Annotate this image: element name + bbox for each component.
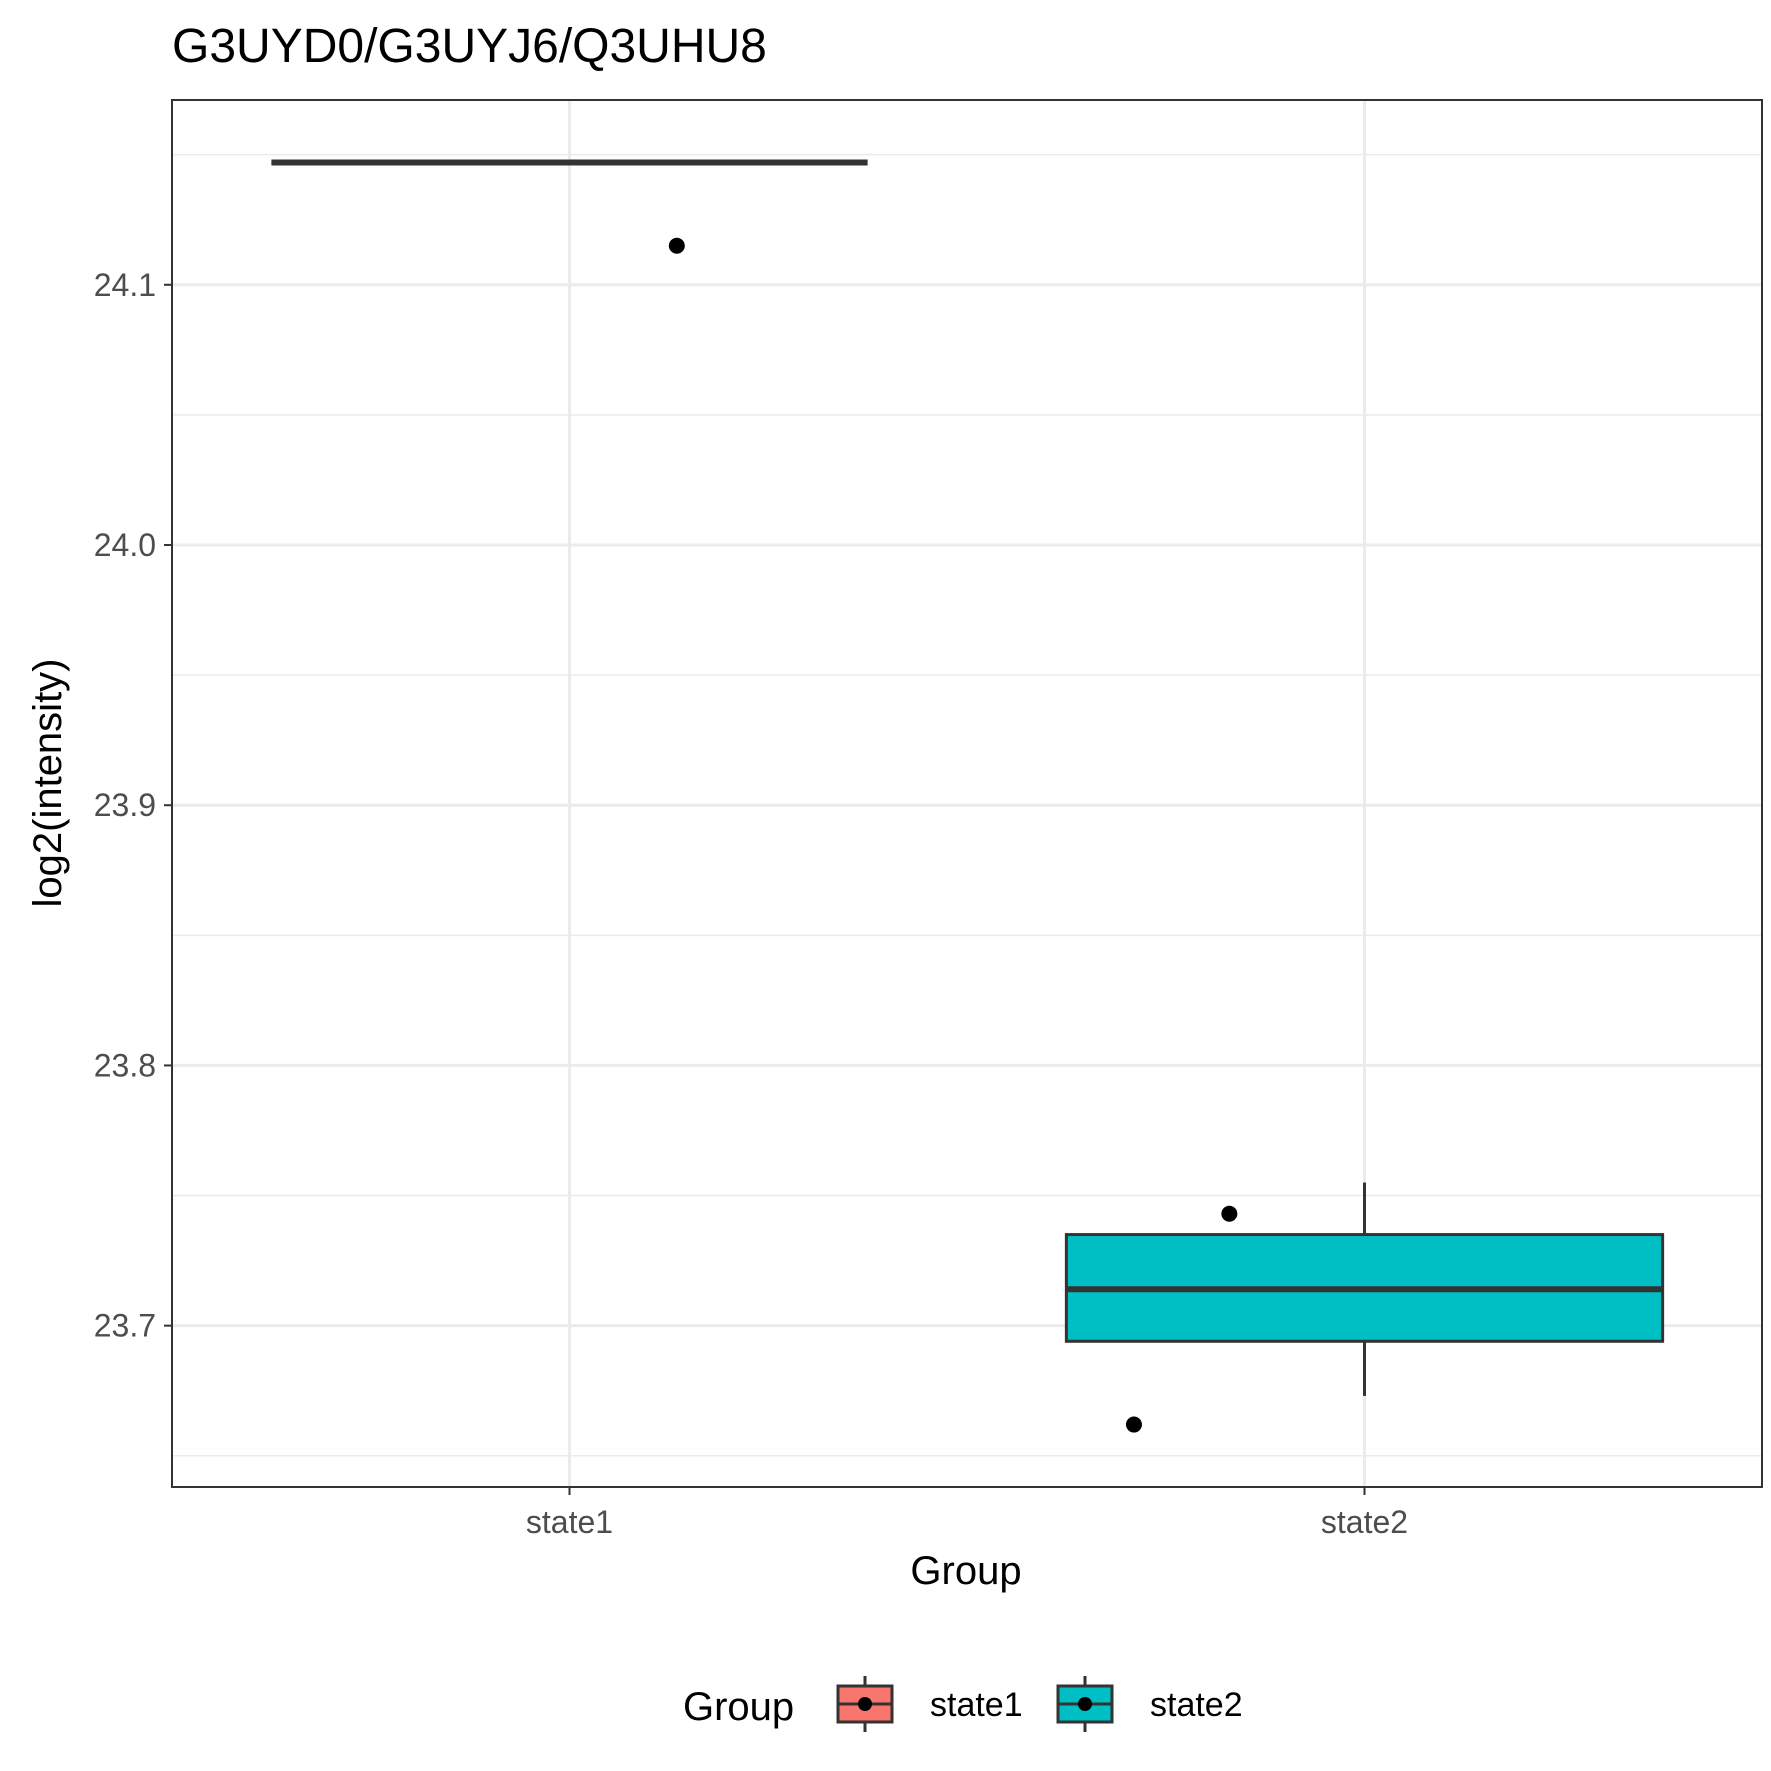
data-point bbox=[1125, 1416, 1142, 1433]
plot-area: 23.7 23.8 23.9 24.0 24.1 state1 state2 bbox=[94, 99, 1763, 1540]
x-tick-label: state1 bbox=[526, 1504, 613, 1540]
panel-border bbox=[171, 99, 1763, 1488]
y-tick-label: 24.0 bbox=[94, 527, 156, 563]
y-axis-title: log2(intensity) bbox=[26, 658, 70, 907]
legend-title: Group bbox=[683, 1685, 794, 1729]
box-state2 bbox=[1064, 1182, 1665, 1396]
legend-key-point bbox=[1078, 1697, 1092, 1711]
y-tick-label: 23.8 bbox=[94, 1047, 156, 1083]
x-tick-label: state2 bbox=[1321, 1504, 1408, 1540]
legend-label: state1 bbox=[930, 1686, 1023, 1724]
legend-key-point bbox=[858, 1697, 872, 1711]
legend: Group state1 state2 bbox=[683, 1676, 1243, 1732]
data-point bbox=[668, 237, 685, 254]
legend-label: state2 bbox=[1150, 1686, 1243, 1724]
chart-title: G3UYD0/G3UYJ6/Q3UHU8 bbox=[172, 20, 767, 73]
y-tick-label: 23.7 bbox=[94, 1308, 156, 1344]
legend-item-state1: state1 bbox=[836, 1676, 1023, 1732]
data-point bbox=[1221, 1205, 1238, 1222]
legend-item-state2: state2 bbox=[1056, 1676, 1243, 1732]
y-tick-label: 24.1 bbox=[94, 267, 156, 303]
y-tick-label: 23.9 bbox=[94, 787, 156, 823]
x-axis-title: Group bbox=[910, 1549, 1021, 1593]
